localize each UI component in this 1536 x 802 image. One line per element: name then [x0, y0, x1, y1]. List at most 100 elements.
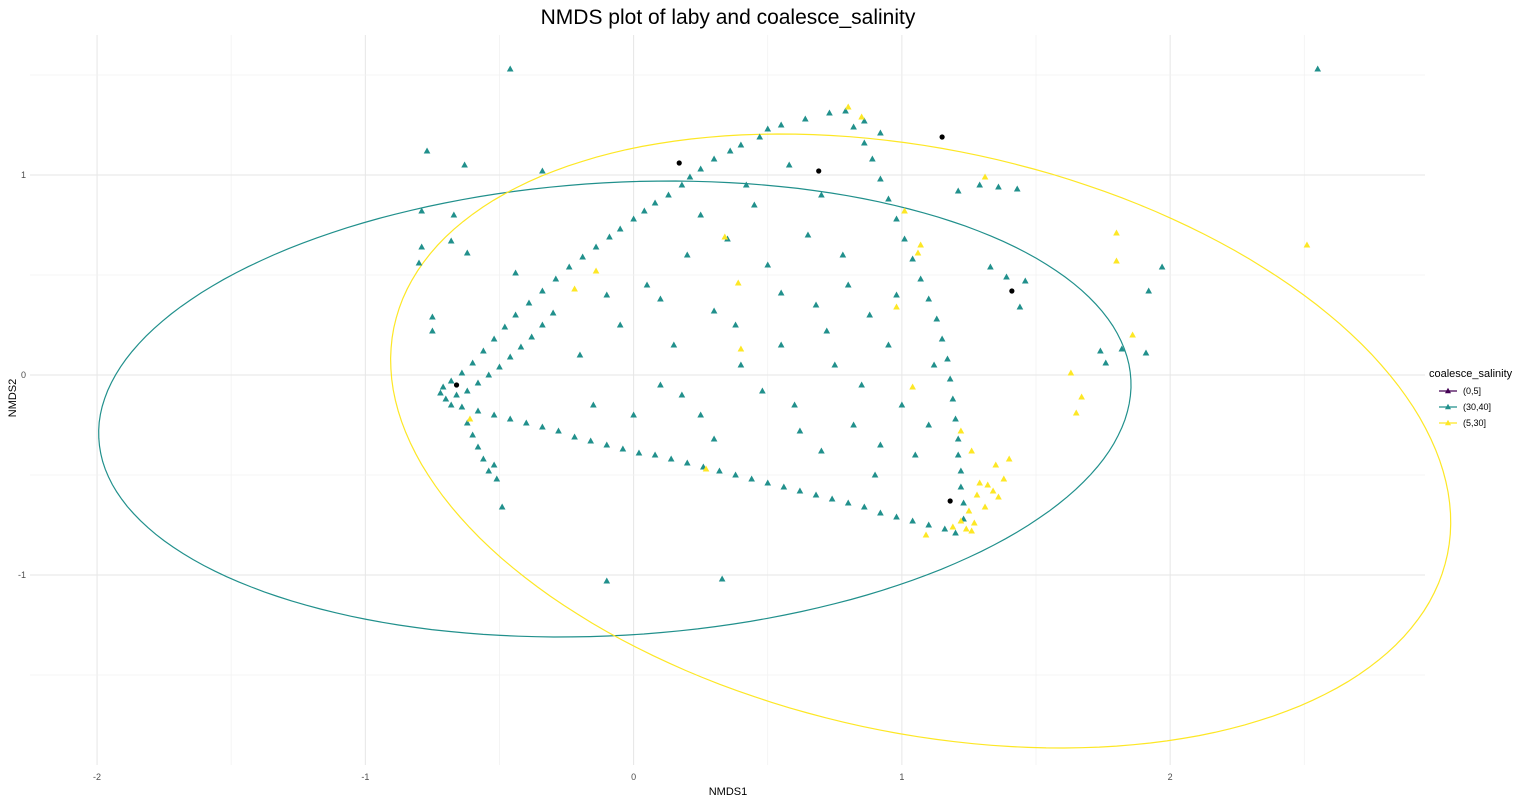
- data-points: [415, 65, 1322, 584]
- point--5-30-: [734, 279, 742, 286]
- point--30-40-: [954, 451, 962, 458]
- point--30-40-: [667, 455, 675, 462]
- point--5-30-: [1078, 393, 1085, 400]
- point--30-40-: [442, 395, 450, 402]
- point--5-30-: [909, 383, 916, 390]
- centroid-point: [676, 160, 682, 166]
- point--30-40-: [869, 155, 876, 162]
- point--30-40-: [925, 295, 933, 302]
- point--5-30-: [973, 491, 981, 498]
- point--30-40-: [954, 187, 962, 194]
- point--30-40-: [987, 263, 994, 270]
- point--30-40-: [603, 577, 611, 584]
- point--30-40-: [1021, 277, 1029, 284]
- point--30-40-: [952, 529, 959, 536]
- point--30-40-: [866, 311, 874, 318]
- point--5-30-: [592, 267, 600, 274]
- point--5-30-: [922, 531, 930, 538]
- point--5-30-: [466, 415, 474, 422]
- point--30-40-: [415, 259, 423, 266]
- point--30-40-: [930, 361, 938, 368]
- point--30-40-: [780, 483, 788, 490]
- point--30-40-: [1145, 287, 1153, 294]
- point--30-40-: [804, 231, 812, 238]
- point--5-30-: [844, 103, 852, 110]
- point--30-40-: [960, 499, 967, 506]
- point--30-40-: [606, 233, 613, 240]
- point--30-40-: [506, 353, 514, 360]
- point--30-40-: [587, 437, 595, 444]
- point--5-30-: [970, 519, 978, 526]
- point--30-40-: [506, 415, 514, 422]
- point--30-40-: [490, 411, 498, 418]
- point--30-40-: [670, 341, 678, 348]
- point--30-40-: [732, 471, 739, 478]
- point--30-40-: [850, 421, 857, 428]
- point--30-40-: [732, 321, 739, 328]
- point--30-40-: [756, 133, 764, 140]
- point--30-40-: [493, 475, 501, 482]
- point--30-40-: [949, 395, 957, 402]
- point--30-40-: [657, 381, 664, 388]
- point--30-40-: [801, 115, 809, 122]
- point--5-30-: [968, 447, 975, 454]
- point--30-40-: [506, 65, 514, 72]
- point--5-30-: [957, 517, 965, 524]
- point--30-40-: [777, 121, 785, 128]
- point--30-40-: [877, 441, 884, 448]
- point--30-40-: [860, 117, 868, 124]
- ellipse--5-30-: [389, 133, 1452, 749]
- point--30-40-: [877, 509, 884, 516]
- point--5-30-: [995, 493, 1002, 500]
- legend-title: coalesce_salinity: [1429, 368, 1513, 380]
- point--30-40-: [796, 427, 804, 434]
- point--30-40-: [619, 445, 627, 452]
- point--30-40-: [512, 269, 519, 276]
- point--30-40-: [429, 313, 436, 320]
- legend-key-marker: [1444, 387, 1452, 394]
- point--30-40-: [485, 467, 493, 474]
- point--30-40-: [571, 433, 578, 440]
- point--5-30-: [981, 503, 989, 510]
- point--30-40-: [818, 191, 825, 198]
- point--30-40-: [828, 495, 836, 502]
- point--5-30-: [1072, 409, 1080, 416]
- y-tick-label: 1: [21, 170, 26, 180]
- point--30-40-: [877, 129, 884, 136]
- legend-label: (0,5]: [1463, 386, 1481, 396]
- point--30-40-: [439, 383, 447, 390]
- centroid-point: [816, 168, 822, 174]
- y-tick-labels: -1 0 1: [18, 170, 26, 580]
- point--30-40-: [590, 401, 597, 408]
- point--30-40-: [501, 323, 509, 330]
- point--5-30-: [981, 173, 989, 180]
- point--30-40-: [539, 423, 546, 430]
- confidence-ellipses: [98, 133, 1452, 749]
- point--5-30-: [992, 461, 1000, 468]
- point--30-40-: [458, 369, 466, 376]
- point--30-40-: [447, 377, 455, 384]
- x-tick-label: -2: [93, 772, 101, 782]
- point--30-40-: [751, 201, 758, 208]
- point--30-40-: [1118, 345, 1126, 352]
- point--30-40-: [1142, 349, 1150, 356]
- legend-label: (5,30]: [1463, 418, 1486, 428]
- point--30-40-: [603, 441, 611, 448]
- point--5-30-: [721, 233, 729, 240]
- point--5-30-: [984, 481, 992, 488]
- point--30-40-: [651, 199, 659, 206]
- y-axis-title: NMDS2: [7, 379, 19, 418]
- point--30-40-: [463, 249, 471, 256]
- chart-title: NMDS plot of laby and coalesce_salinity: [541, 6, 916, 29]
- point--30-40-: [737, 361, 745, 368]
- point--30-40-: [898, 401, 906, 408]
- point--5-30-: [1067, 369, 1075, 376]
- point--30-40-: [630, 411, 637, 418]
- point--30-40-: [480, 347, 487, 354]
- point--30-40-: [565, 263, 573, 270]
- point--30-40-: [525, 299, 533, 306]
- point--30-40-: [657, 295, 664, 302]
- point--30-40-: [995, 183, 1002, 190]
- point--30-40-: [1102, 359, 1110, 366]
- point--30-40-: [844, 281, 852, 288]
